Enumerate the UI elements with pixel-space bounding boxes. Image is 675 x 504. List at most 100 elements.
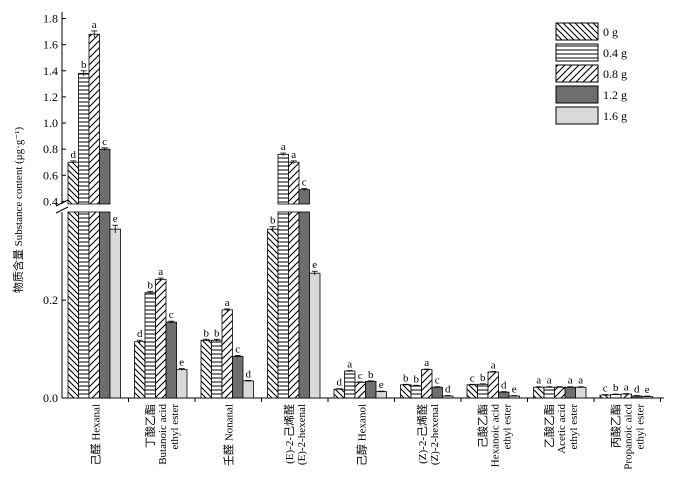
category-label-line: Butanoic acid [157,404,169,465]
significance-letter: d [137,328,143,340]
bar-upper [298,189,310,205]
significance-letter: d [445,384,451,396]
bar [400,384,412,399]
category-label: 己酸乙酯 Hexanoic acid ethyl ester [475,404,513,468]
significance-letter: e [645,384,650,396]
y-tick-label: 1.8 [43,12,58,26]
category-label: 丙酸乙酯 Propanoic aicd ethyl ester [608,404,646,470]
bar [99,211,111,399]
significance-letter: e [179,357,184,369]
legend-label: 1.6 g [603,109,627,123]
legend: 0 g 0.4 g 0.8 g 1.2 g 1.6 g [555,22,627,125]
bar [176,369,188,399]
significance-letter: a [536,375,541,387]
significance-letter: a [491,360,496,372]
category-label: 丁酸乙酯 Butanoic acid ethyl ester [143,404,181,465]
legend-swatch [555,22,599,41]
significance-letter: a [624,382,629,394]
bar [564,386,576,399]
significance-letter: e [312,259,317,271]
y-tick-label: 1.6 [43,38,58,52]
bar-upper [277,153,289,205]
category-label: (Z)-2-己烯醛 (Z)-2-hexenal [415,404,441,465]
significance-letter: a [281,141,286,153]
bar [211,339,223,399]
bar [200,339,212,399]
category-label-line: ethyl ester [501,404,513,450]
category-label-line: Acetic acid [556,404,568,454]
legend-swatch [555,43,599,62]
bar [242,380,254,399]
category-label-line: 丙酸乙酯 [608,404,622,448]
plot-area: 0.00.20.40.60.81.01.21.41.61.8 dbacedbac… [43,12,664,470]
significance-letter: c [603,383,608,395]
significance-letter: a [347,359,352,371]
bar [543,386,555,399]
significance-letter: b [81,59,87,71]
bar [487,371,499,399]
bar [88,211,100,399]
y-tick-label: 1.2 [43,90,58,104]
category-label-line: 己酸乙酯 [475,404,489,448]
category-label-line: (Z)-2-己烯醛 [415,404,429,464]
bar [232,355,244,399]
bar [431,386,443,399]
significance-letter: b [480,372,486,384]
category-label-line: ethyl ester [169,404,181,450]
bar [109,228,121,399]
category-label-line: (Z)-2-hexenal [429,404,441,465]
bar [78,211,90,399]
category-label: 己醛 Hexanal [88,404,102,465]
category-label-line: 己醇 Hexanol [354,404,368,466]
bar [620,393,632,399]
category-label-line: ethyl ester [568,404,580,450]
bar [410,385,422,399]
significance-letter: c [169,309,174,321]
category-label-line: Propanoic aicd [622,404,634,470]
significance-letter: d [71,149,77,161]
y-tick-label: 0.6 [43,168,58,182]
significance-letter: b [204,327,210,339]
significance-letter: b [414,373,420,385]
bar [333,388,345,399]
significance-letter: d [337,377,343,389]
category-label: 乙酸乙酯 Acetic acid ethyl ester [542,404,580,454]
category-label: 己醇 Hexanol [354,404,368,466]
significance-letter: d [246,368,252,380]
legend-swatch [555,85,599,104]
bar [375,391,387,399]
significance-letter: d [501,380,507,392]
significance-letter: b [214,327,220,339]
significance-letter: c [435,375,440,387]
bar [610,394,622,399]
category-label-line: (E)-2-己烯醛 [282,404,296,464]
bar [165,321,177,399]
bar-upper [88,33,100,205]
significance-letter: b [403,372,409,384]
bar [221,309,233,399]
significance-letter: a [424,357,429,369]
significance-letter: b [613,382,619,394]
bar [267,228,279,399]
significance-letter: a [92,19,97,31]
bar [575,386,587,399]
y-tick-label: 0.0 [43,391,58,405]
bar [298,211,310,399]
significance-letter: c [235,343,240,355]
bar [365,380,377,399]
legend-label: 0 g [603,25,618,39]
bar [309,272,321,399]
category-label-line: ethyl ester [634,404,646,450]
legend-swatch [555,106,599,125]
bar [134,341,146,399]
bar [554,386,566,399]
significance-letter: d [634,384,640,396]
bar [354,381,366,399]
bar [533,386,545,399]
significance-letter: c [470,372,475,384]
y-tick-label: 1.0 [43,116,58,130]
y-tick-label: 0.2 [43,293,58,307]
bar [155,279,167,399]
significance-letter: b [368,369,374,381]
